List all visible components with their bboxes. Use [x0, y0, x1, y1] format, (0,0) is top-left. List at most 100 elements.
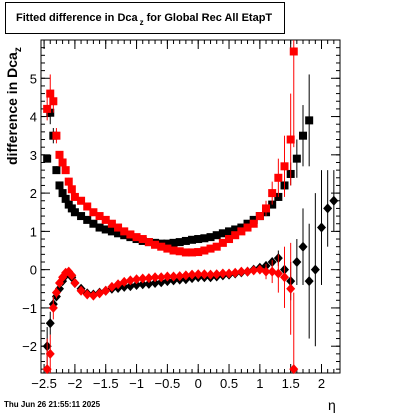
data-point-diamond [206, 269, 216, 280]
data-point-square [181, 236, 190, 245]
y-tick-label: 1 [30, 224, 37, 239]
data-point-square [107, 227, 116, 236]
data-point-square [107, 219, 116, 228]
data-point-square [52, 131, 61, 140]
data-point-diamond [162, 271, 172, 282]
data-point-square [46, 89, 55, 98]
ylabel-subscript: z [13, 47, 24, 53]
data-point-square [231, 231, 240, 240]
x-axis-label: η [328, 397, 336, 413]
data-point-square [144, 238, 153, 247]
data-point-square [120, 227, 129, 236]
data-point-square [268, 189, 277, 198]
data-point-square [101, 225, 110, 234]
x-tick-label: 0 [195, 376, 202, 391]
data-point-square [188, 235, 197, 244]
data-points [42, 40, 339, 375]
data-point-diamond [125, 275, 135, 286]
data-point-diamond [212, 269, 222, 280]
data-point-square [67, 185, 76, 194]
data-point-square [132, 233, 141, 242]
x-tick-label: −0.5 [155, 376, 181, 391]
x-tick-label: 2 [318, 376, 325, 391]
data-point-square [163, 239, 172, 248]
data-point-diamond [236, 266, 246, 277]
data-point-square [218, 229, 227, 238]
data-point-square [138, 235, 147, 244]
title-subscript: z [139, 18, 144, 27]
data-point-diamond [193, 269, 203, 280]
data-point-diamond [329, 195, 339, 206]
data-point-diamond [132, 279, 142, 290]
data-point-diamond [181, 270, 191, 281]
data-point-diamond [243, 266, 253, 277]
data-point-square [194, 248, 203, 257]
data-point-diamond [304, 276, 314, 287]
data-point-diamond [323, 203, 333, 214]
data-point-square [212, 231, 221, 240]
plot-border [40, 39, 341, 374]
data-point-diamond [199, 269, 209, 280]
data-point-diamond [218, 268, 228, 279]
data-point-square [299, 131, 308, 140]
data-point-square [77, 196, 86, 205]
data-point-square [70, 208, 79, 217]
x-tick-label: −2 [67, 376, 82, 391]
data-point-diamond [298, 241, 308, 252]
data-point-square [83, 215, 92, 224]
x-tick-label: −1.5 [93, 376, 119, 391]
data-point-square [163, 244, 172, 253]
data-point-diamond [70, 278, 80, 289]
data-point-square [55, 150, 64, 159]
data-point-square [194, 235, 203, 244]
x-tick-label: −1 [129, 376, 144, 391]
data-point-square [255, 212, 264, 221]
axis-ticks: −2.5 −2 −1.5 −1 −0.5 0 0.5 1 1.5 2 −2 −1 0 1 2 3 4 5 [22, 40, 340, 391]
data-point-square [200, 234, 209, 243]
data-point-square [89, 219, 98, 228]
data-point-diamond [169, 271, 179, 282]
data-point-square [101, 215, 110, 224]
data-point-square [83, 202, 92, 211]
data-point-square [262, 204, 271, 213]
data-point-square [89, 208, 98, 217]
data-point-diamond [125, 281, 135, 292]
data-point-diamond [144, 278, 154, 289]
data-point-diamond [144, 273, 154, 284]
data-point-square [181, 248, 190, 257]
data-point-diamond [175, 271, 185, 282]
timestamp: Thu Jun 26 21:55:11 2025 [4, 400, 101, 409]
data-point-square [169, 238, 178, 247]
data-point-square [212, 242, 221, 251]
data-point-diamond [280, 272, 290, 283]
ylabel-main: difference in Dca [4, 52, 20, 165]
data-point-square [225, 235, 234, 244]
plot-frame [40, 39, 341, 374]
data-point-square [151, 240, 160, 249]
data-point-diamond [150, 278, 160, 289]
data-point-square [305, 116, 314, 125]
data-point-square [64, 177, 73, 186]
data-point-square [43, 154, 52, 163]
data-point-square [52, 166, 61, 175]
chart-title: Fitted difference in Dca z for Global Rec … [16, 12, 273, 27]
data-point-square [114, 223, 123, 232]
data-point-square [200, 246, 209, 255]
title-rest: for Global Rec All EtapT [146, 12, 273, 24]
y-axis-label: difference in Dcaz [4, 47, 24, 165]
data-point-square [61, 194, 70, 203]
data-point-diamond [310, 264, 320, 275]
data-point-diamond [230, 267, 240, 278]
data-point-diamond [119, 276, 129, 287]
data-point-square [274, 173, 283, 182]
data-point-diamond [101, 285, 111, 296]
data-point-square [70, 192, 79, 201]
data-point-diamond [48, 302, 58, 313]
data-point-square [58, 189, 67, 198]
data-point-diamond [138, 273, 148, 284]
data-point-square [243, 223, 252, 232]
x-tick-label: 1 [256, 376, 263, 391]
y-tick-label: 5 [30, 71, 37, 86]
data-point-diamond [317, 222, 327, 233]
data-point-square [43, 104, 52, 113]
